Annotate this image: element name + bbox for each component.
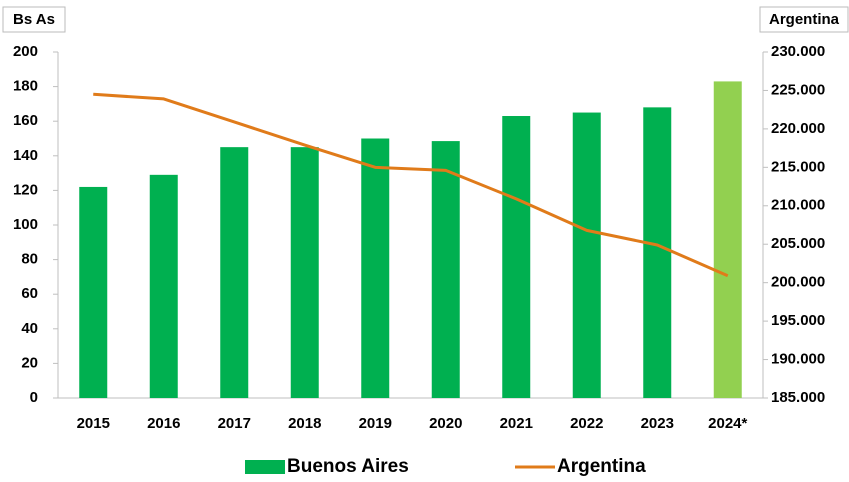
x-tick-label: 2021 — [500, 415, 533, 432]
y-tick-label: 20 — [21, 354, 38, 371]
bar — [220, 147, 249, 398]
y-tick-label: 160 — [13, 112, 38, 129]
y-tick-label: 120 — [13, 181, 38, 198]
y2-axis-label: Argentina — [769, 11, 840, 28]
legend-label: Buenos Aires — [287, 456, 409, 477]
bar — [149, 174, 178, 398]
y2-tick-label: 190.000 — [771, 351, 825, 368]
y-tick-label: 0 — [30, 389, 38, 406]
legend-swatch — [245, 460, 285, 474]
y2-tick-label: 200.000 — [771, 274, 825, 291]
x-tick-label: 2015 — [77, 415, 110, 432]
x-tick-label: 2024* — [708, 415, 747, 432]
line — [93, 92, 729, 278]
bar — [643, 107, 672, 399]
y-tick-label: 140 — [13, 147, 38, 164]
y2-tick-label: 215.000 — [771, 158, 825, 175]
x-tick-label: 2018 — [288, 415, 321, 432]
y2-tick-label: 230.000 — [771, 43, 825, 60]
y-tick-label: 180 — [13, 78, 38, 95]
y-tick-label: 200 — [13, 43, 38, 60]
x-tick-label: 2023 — [641, 415, 674, 432]
y2-tick-label: 205.000 — [771, 235, 825, 252]
bar — [290, 147, 319, 398]
bar — [713, 81, 742, 398]
x-tick-label: 2016 — [147, 415, 180, 432]
x-tick-label: 2017 — [218, 415, 251, 432]
x-tick-label: 2020 — [429, 415, 462, 432]
y2-label-box — [759, 6, 849, 33]
bar — [79, 186, 108, 398]
bar — [572, 112, 601, 399]
y-tick-label: 60 — [21, 285, 38, 302]
bar — [502, 116, 531, 398]
y-label-box — [2, 6, 66, 33]
y-tick-label: 40 — [21, 320, 38, 337]
y2-tick-label: 210.000 — [771, 197, 825, 214]
y-tick-label: 80 — [21, 251, 38, 268]
x-tick-label: 2019 — [359, 415, 392, 432]
legend-label: Argentina — [557, 456, 646, 477]
bar — [361, 138, 390, 398]
y2-tick-label: 220.000 — [771, 120, 825, 137]
y-axis-label: Bs As — [13, 11, 55, 28]
y-tick-label: 100 — [13, 216, 38, 233]
y2-tick-label: 185.000 — [771, 389, 825, 406]
y2-tick-label: 225.000 — [771, 81, 825, 98]
x-tick-label: 2022 — [570, 415, 603, 432]
y2-tick-label: 195.000 — [771, 312, 825, 329]
bar — [431, 141, 460, 398]
